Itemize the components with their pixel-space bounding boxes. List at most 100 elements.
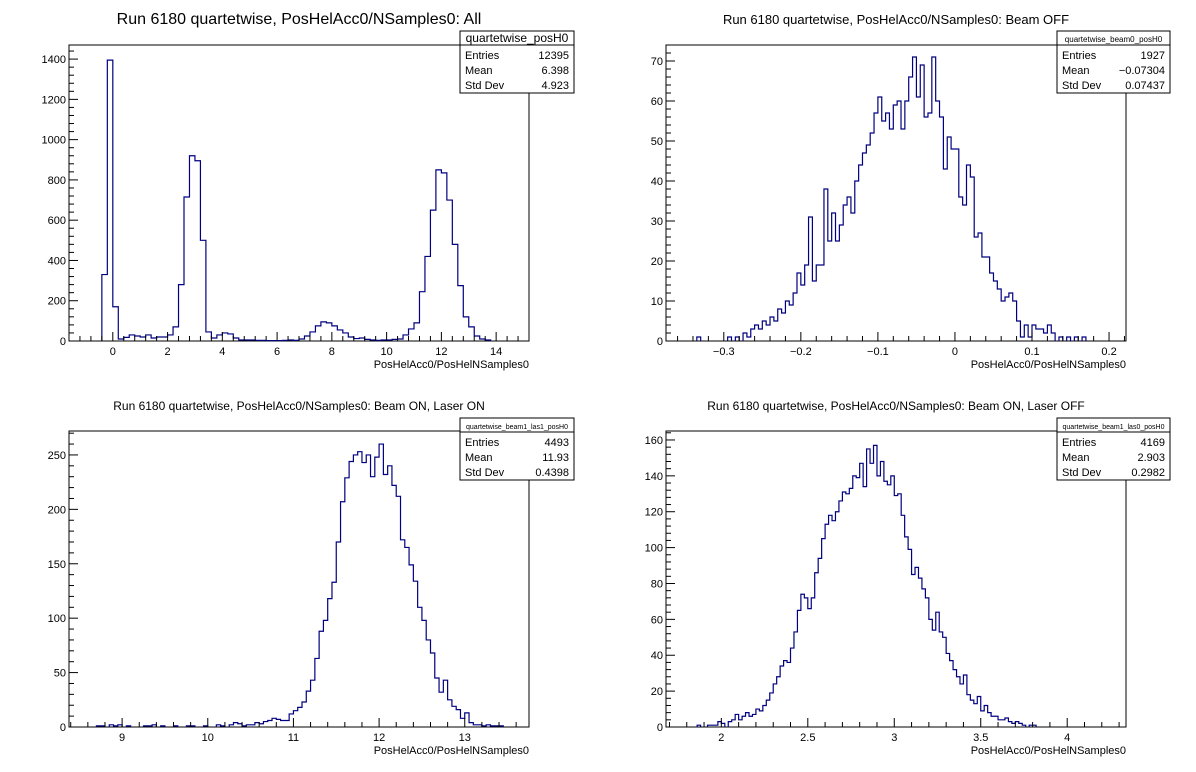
stats-label: Mean [1062,452,1090,464]
x-axis-label: PosHelAcc0/PosHelNSamples0 [971,745,1126,757]
stats-box: quartetwise_beam1_las1_posH0 Entries 4493 M… [459,417,575,481]
x-tick-label: −0.3 [713,346,735,358]
x-tick-label: 3 [891,732,897,744]
chart-title: Run 6180 quartetwise, PosHelAcc0/NSample… [113,399,485,413]
stats-value: 12395 [538,50,569,62]
stats-label: Entries [1062,50,1097,62]
y-tick-label: 150 [48,559,66,571]
y-tick-label: 1200 [42,94,66,106]
stats-value: 6.398 [541,65,569,77]
y-tick-label: 0 [657,722,663,734]
x-tick-label: 12 [435,346,447,358]
y-tick-label: 0 [657,336,663,348]
stats-box-name: quartetwise_beam1_las1_posH0 [466,424,568,431]
pad-all: Run 6180 quartetwise, PosHelAcc0/NSample… [42,11,575,371]
pad-beam-on-laser-on: Run 6180 quartetwise, PosHelAcc0/NSample… [48,399,575,757]
chart-title: Run 6180 quartetwise, PosHelAcc0/NSample… [707,399,1085,413]
y-tick-label: 140 [645,471,663,483]
y-tick-label: 10 [651,296,663,308]
chart-title: Run 6180 quartetwise, PosHelAcc0/NSample… [117,11,482,28]
stats-label: Entries [1062,437,1097,449]
y-tick-label: 60 [651,614,663,626]
histogram-line [101,59,492,342]
y-tick-label: 30 [651,216,663,228]
stats-value: 4493 [545,437,569,449]
y-tick-label: 600 [48,215,66,227]
x-tick-label: 0.2 [1101,346,1116,358]
y-tick-label: 50 [54,668,66,680]
x-tick-label: 14 [490,346,502,358]
pad-beam-on-laser-off: Run 6180 quartetwise, PosHelAcc0/NSample… [645,399,1171,757]
stats-label: Entries [465,437,500,449]
x-tick-label: 0.1 [1024,346,1039,358]
stats-label: Mean [465,65,493,77]
y-tick-label: 70 [651,56,663,68]
y-tick-label: 40 [651,650,663,662]
x-axis-label: PosHelAcc0/PosHelNSamples0 [971,359,1126,371]
x-axis-label: PosHelAcc0/PosHelNSamples0 [374,359,529,371]
y-tick-label: 160 [645,435,663,447]
stats-label: Entries [465,50,500,62]
stats-box-name: quartetwise_beam0_posH0 [1065,35,1163,44]
y-tick-label: 50 [651,136,663,148]
x-tick-label: 4 [219,346,225,358]
stats-label: Std Dev [465,80,505,92]
x-tick-label: 9 [119,732,125,744]
stats-box: quartetwise_posH0 Entries 12395 Mean 6.398 St… [459,30,575,94]
stats-box-name: quartetwise_beam1_las0_posH0 [1063,424,1165,431]
stats-label: Std Dev [1062,467,1102,479]
x-tick-label: 4 [1064,732,1070,744]
stats-label: Mean [465,452,493,464]
x-tick-label: 2.5 [800,732,815,744]
y-tick-label: 20 [651,686,663,698]
x-tick-label: −0.1 [867,346,889,358]
y-tick-label: 100 [48,613,66,625]
histogram-line [696,56,1087,341]
x-axis-label: PosHelAcc0/PosHelNSamples0 [374,745,529,757]
x-tick-label: 2 [165,346,171,358]
y-tick-label: 1000 [42,135,66,147]
y-tick-label: 120 [645,507,663,519]
plot-frame [68,430,530,728]
stats-value: 0.4398 [535,467,569,479]
x-tick-label: 0 [110,346,116,358]
pad-beam-off: Run 6180 quartetwise, PosHelAcc0/NSample… [651,12,1171,371]
y-tick-label: 200 [48,504,66,516]
stats-box-frame [1056,30,1171,94]
y-tick-label: 400 [48,255,66,267]
stats-value: 0.2982 [1131,467,1165,479]
x-tick-label: 12 [373,732,385,744]
y-tick-label: 1400 [42,54,66,66]
stats-value: 11.93 [542,452,569,464]
x-tick-label: 10 [202,732,214,744]
x-tick-label: 10 [380,346,392,358]
x-tick-label: 3.5 [973,732,988,744]
x-tick-label: 13 [459,732,471,744]
y-tick-label: 200 [48,296,66,308]
stats-value: 1927 [1141,50,1165,62]
y-tick-label: 40 [651,176,663,188]
stats-value: 4169 [1141,437,1165,449]
stats-box-frame [459,30,575,94]
stats-value: 4.923 [541,80,569,92]
plot-frame [665,44,1127,342]
stats-box: quartetwise_beam1_las0_posH0 Entries 4169 M… [1056,417,1171,481]
stats-label: Std Dev [1062,80,1102,92]
y-tick-label: 100 [645,543,663,555]
y-tick-label: 80 [651,578,663,590]
y-tick-label: 250 [48,450,66,462]
x-tick-label: 11 [288,732,299,744]
stats-box-name: quartetwise_posH0 [466,31,569,45]
y-tick-label: 800 [48,175,66,187]
chart-title: Run 6180 quartetwise, PosHelAcc0/NSample… [723,12,1069,27]
histogram-line [95,443,504,727]
x-tick-label: 2 [718,732,724,744]
stats-box-frame [459,417,575,481]
stats-box: quartetwise_beam0_posH0 Entries 1927 Mean −0… [1056,30,1171,94]
y-tick-label: 0 [60,336,66,348]
stats-label: Std Dev [465,467,505,479]
stats-value: −0.07304 [1119,65,1165,77]
histogram-line [696,444,1037,727]
plot-frame [665,430,1127,728]
